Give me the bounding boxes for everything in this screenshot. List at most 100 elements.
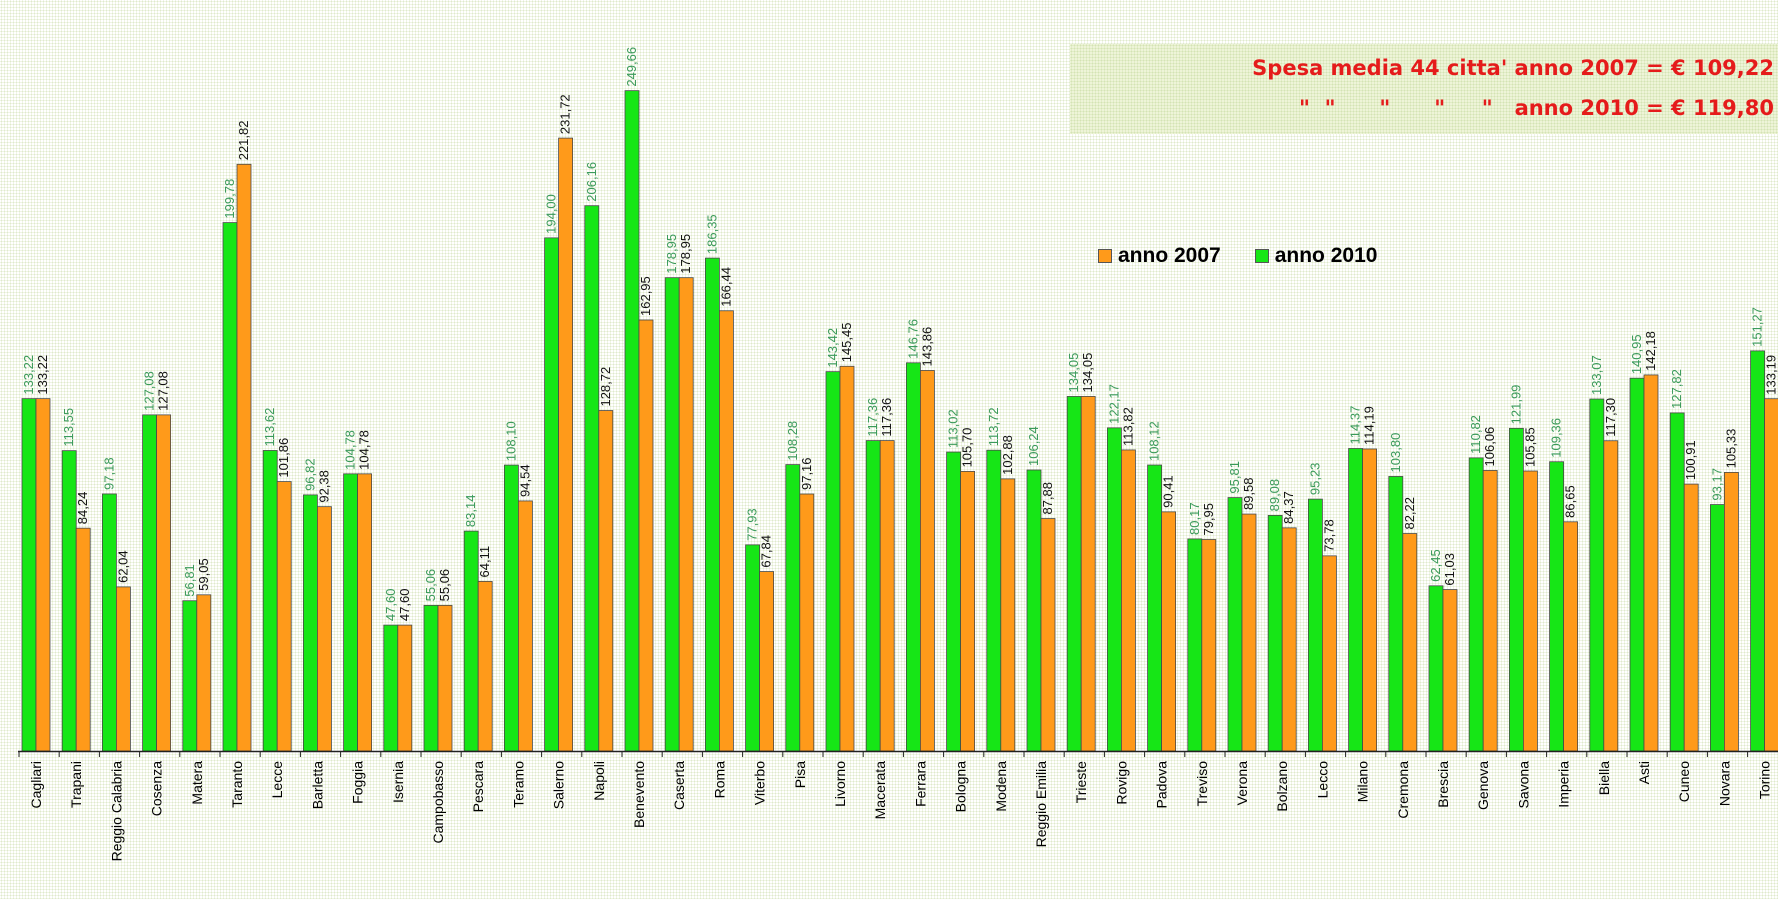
bar-2007-bologna — [960, 471, 975, 752]
bar-2007-viterbo — [759, 571, 774, 752]
value-label-2007-cuneo: 100,91 — [1683, 440, 1698, 480]
x-tick-label-bologna: Bologna — [953, 761, 969, 813]
bar-2010-barletta — [302, 494, 318, 752]
value-label-2010-salerno: 194,00 — [544, 194, 559, 234]
x-tick-label-ferrara: Ferrara — [912, 761, 928, 807]
value-label-2007-cremona: 82,22 — [1402, 497, 1417, 530]
value-label-2010-teramo: 108,10 — [503, 421, 518, 461]
bar-2007-savona — [1523, 470, 1538, 752]
x-tick-label-savona: Savona — [1515, 761, 1531, 809]
value-label-2010-pisa: 108,28 — [785, 421, 800, 461]
bar-2010-trapani — [61, 450, 77, 752]
bar-2007-padova — [1161, 511, 1176, 752]
bar-2007-brescia — [1442, 589, 1458, 752]
value-label-2007-reggio-emilia: 87,88 — [1040, 482, 1055, 515]
x-tick-label-pisa: Pisa — [792, 761, 808, 788]
value-label-2010-reggio-emilia: 106,24 — [1026, 426, 1041, 466]
bar-2007-teramo — [518, 500, 533, 752]
bar-2010-teramo — [503, 464, 519, 752]
bar-2007-pescara — [477, 581, 493, 752]
x-tick-label-milano: Milano — [1355, 761, 1371, 802]
bar-2010-salerno — [544, 237, 559, 752]
value-label-2007-macerata: 117,36 — [879, 398, 894, 437]
value-label-2007-cosenza: 127,08 — [156, 371, 171, 411]
bar-2007-modena — [1000, 478, 1016, 752]
value-label-2010-caserta: 178,95 — [664, 234, 679, 274]
bar-2007-ferrara — [920, 370, 935, 752]
value-label-2007-padova: 90,41 — [1161, 475, 1176, 508]
bar-2007-bolzano — [1281, 527, 1297, 752]
value-label-2010-barletta: 96,82 — [302, 458, 317, 491]
value-label-2010-modena: 113,72 — [986, 407, 1001, 446]
bar-2010-brescia — [1428, 585, 1444, 752]
value-label-2010-asti: 140,95 — [1629, 334, 1644, 374]
value-label-2007-torino: 133,19 — [1764, 355, 1778, 395]
x-tick-label-pescara: Pescara — [470, 761, 486, 813]
value-label-2007-benevento: 162,95 — [638, 276, 653, 316]
value-label-2010-ferrara: 146,76 — [905, 319, 920, 359]
x-tick-labels: Cagliari Trapani Reggio Calabria Cosenza Mat… — [28, 761, 1773, 862]
bar-2007-barletta — [316, 506, 332, 752]
bar-2007-cosenza — [156, 414, 172, 752]
value-label-2007-genova: 106,06 — [1482, 427, 1497, 467]
value-label-2007-rovigo: 113,82 — [1120, 407, 1135, 446]
bar-2007-treviso — [1201, 539, 1217, 752]
bar-2010-viterbo — [745, 544, 760, 752]
bar-2010-foggia — [343, 473, 359, 752]
legend-swatch-2007 — [1098, 249, 1112, 263]
value-label-2010-trieste: 134,05 — [1066, 353, 1081, 393]
x-tick-label-modena: Modena — [993, 761, 1009, 812]
legend-item-2010: anno 2010 — [1254, 244, 1377, 268]
value-label-2010-treviso: 80,17 — [1187, 502, 1202, 535]
value-label-2007-verona: 89,58 — [1241, 478, 1256, 511]
value-label-2007-matera: 59,05 — [196, 558, 211, 591]
x-tick-label-salerno: Salerno — [551, 761, 567, 809]
value-label-2010-brescia: 62,45 — [1428, 549, 1443, 582]
value-label-2010-genova: 110,82 — [1468, 415, 1483, 454]
bar-2010-milano — [1348, 448, 1363, 752]
x-tick-label-imperia: Imperia — [1556, 761, 1572, 808]
x-tick-label-matera: Matera — [189, 761, 205, 805]
value-label-2007-trapani: 84,24 — [75, 492, 90, 525]
value-label-2007-bologna: 105,70 — [960, 428, 975, 468]
bar-2010-isernia — [383, 624, 399, 752]
value-label-2007-biella: 117,30 — [1603, 398, 1618, 437]
bar-2007-rovigo — [1121, 449, 1136, 752]
bar-2010-biella — [1589, 398, 1605, 752]
bar-2007-caserta — [678, 277, 694, 752]
value-label-2007-livorno: 145,45 — [839, 323, 854, 363]
x-tick-label-caserta: Caserta — [671, 761, 687, 810]
x-tick-label-cagliari: Cagliari — [28, 761, 44, 808]
bar-2010-treviso — [1187, 538, 1203, 752]
legend-label-2007: anno 2007 — [1118, 244, 1221, 267]
x-tick-label-cremona: Cremona — [1395, 761, 1411, 819]
bar-2010-bologna — [946, 451, 961, 752]
value-label-2010-livorno: 143,42 — [825, 328, 840, 368]
bar-2010-roma — [705, 257, 720, 752]
value-label-2010-macerata: 117,36 — [865, 398, 880, 437]
x-tick-label-roma: Roma — [711, 761, 727, 799]
bar-2007-milano — [1362, 448, 1377, 752]
bar-2010-cuneo — [1669, 412, 1685, 752]
bar-2010-reggio-emilia — [1026, 469, 1042, 752]
x-tick-label-foggia: Foggia — [350, 761, 366, 804]
x-tick-label-bolzano: Bolzano — [1274, 761, 1290, 812]
x-tick-label-torino: Torino — [1757, 761, 1773, 799]
value-label-2007-asti: 142,18 — [1643, 331, 1658, 371]
value-label-2007-imperia: 86,65 — [1563, 485, 1578, 518]
x-tick-label-asti: Asti — [1636, 761, 1652, 784]
value-label-2007-salerno: 231,72 — [558, 94, 573, 134]
note-line-2007: Spesa media 44 citta' anno 2007 = € 109,… — [1252, 56, 1774, 80]
value-label-2010-pescara: 83,14 — [463, 495, 478, 528]
bar-2007-trapani — [75, 527, 91, 752]
bar-2010-caserta — [664, 277, 680, 752]
bar-2010-campobasso — [423, 604, 439, 752]
value-label-2007-brescia: 61,03 — [1442, 553, 1457, 586]
x-tick-label-barletta: Barletta — [309, 761, 325, 809]
bar-2010-ferrara — [906, 362, 921, 752]
bar-2007-torino — [1764, 398, 1778, 752]
value-label-2010-reggio-calabria: 97,18 — [101, 457, 116, 490]
value-label-2010-trapani: 113,55 — [61, 408, 76, 447]
bar-2010-livorno — [825, 371, 841, 752]
bar-2010-benevento — [624, 90, 640, 752]
